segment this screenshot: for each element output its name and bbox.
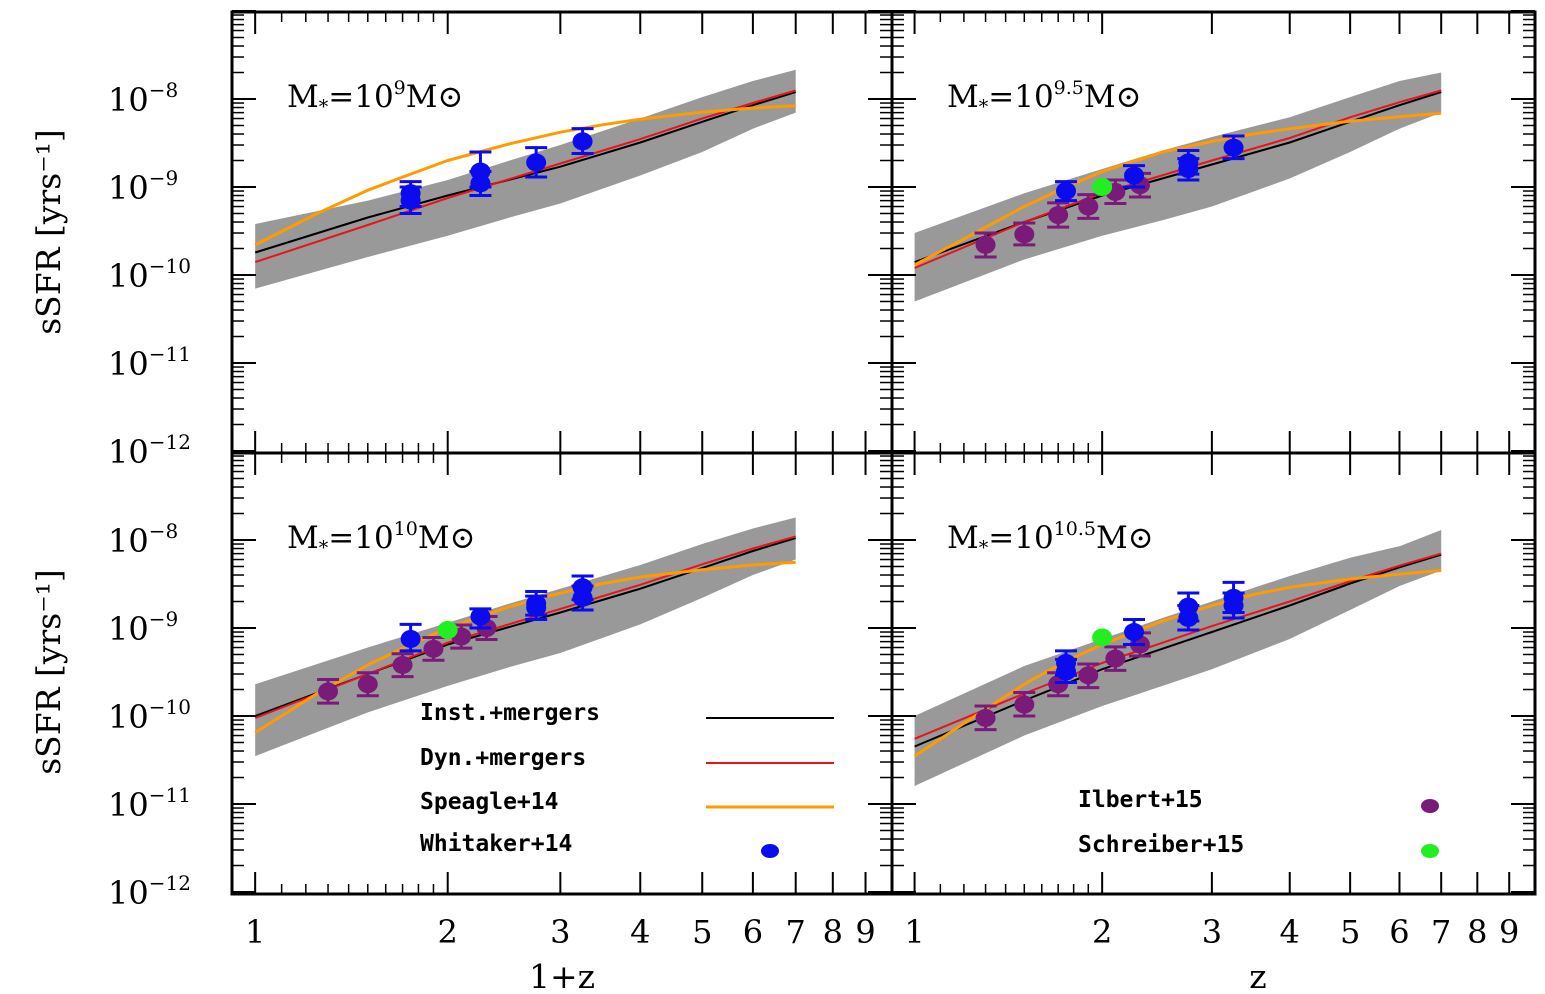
ilbert-point (392, 655, 413, 674)
x-tick-label: 5 (692, 913, 712, 951)
ilbert-point (1014, 695, 1035, 714)
x-tick-label: 9 (855, 913, 875, 951)
whitaker-point (1178, 608, 1199, 627)
ilbert-point (975, 708, 996, 727)
y-tick-label: 10−11 (108, 783, 191, 824)
legend-label: Inst.+mergers (420, 700, 600, 726)
legend-marker (1421, 844, 1439, 858)
speagle-line (254, 104, 796, 247)
y-tick-label: 10−11 (108, 342, 191, 383)
dyn-line (914, 89, 1442, 269)
y-tick-label: 10−9 (108, 607, 178, 648)
y-axis-title: sSFR [yrs⁻¹] (29, 129, 68, 335)
whitaker-point (1223, 596, 1244, 615)
whitaker-point (1124, 623, 1145, 642)
x-tick-label: 8 (823, 913, 843, 951)
x-tick-label: 3 (550, 913, 570, 951)
y-axis-title: sSFR [yrs⁻¹] (29, 569, 68, 775)
whitaker-point (400, 629, 421, 648)
x-tick-label: 3 (1202, 913, 1222, 951)
legend: Inst.+mergers Dyn.+mergers Speagle+14 Whita… (420, 700, 1439, 858)
x-tick-label: 7 (786, 913, 806, 951)
panel-mass-label: M*=109M⊙ (287, 77, 463, 118)
legend-label: Dyn.+mergers (420, 745, 586, 771)
ilbert-point (1105, 649, 1126, 668)
x-tick-label: 7 (1431, 913, 1451, 951)
whitaker-point (400, 191, 421, 210)
x-tick-label: 9 (1499, 913, 1519, 951)
panel-mass-label: M*=1010M⊙ (287, 518, 476, 559)
y-tick-label: 10−9 (108, 166, 178, 207)
panel-3: M*=1010M⊙ 10−8 10−9 10−10 10−11 10−12 1 2 3 4 5 6 7 8… (108, 451, 894, 951)
legend-label: Schreiber+15 (1078, 832, 1244, 858)
x-tick-label: 2 (438, 913, 458, 951)
ilbert-point (1048, 206, 1069, 225)
whitaker-point (470, 607, 491, 626)
panel-4: M*=1010.5M⊙ 1 2 3 4 5 6 7 8 9 (890, 451, 1537, 951)
x-axis-title: z (1249, 957, 1266, 994)
inst-line (914, 553, 1442, 748)
whitaker-point (572, 132, 593, 151)
legend-label: Whitaker+14 (420, 831, 572, 857)
whitaker-point (572, 588, 593, 607)
x-axis-title: 1+z (529, 957, 595, 994)
scatter-band (914, 72, 1442, 302)
ilbert-point (1014, 225, 1035, 244)
whitaker-point (1056, 662, 1077, 681)
ilbert-point (318, 682, 339, 701)
dyn-line (254, 89, 796, 264)
ilbert-point (975, 235, 996, 254)
schreiber-point (1092, 178, 1113, 196)
ilbert-point (357, 675, 378, 694)
whitaker-point (526, 153, 547, 172)
x-tick-label: 2 (1092, 913, 1112, 951)
y-tick-label: 10−10 (108, 254, 191, 295)
y-tick-label: 10−12 (108, 871, 191, 912)
dyn-line (254, 535, 796, 719)
ilbert-point (423, 639, 444, 658)
ilbert-point (1078, 666, 1099, 685)
whitaker-point (1124, 166, 1145, 185)
whitaker-point (1056, 182, 1077, 201)
whitaker-point (470, 174, 491, 193)
x-tick-label: 4 (630, 913, 650, 951)
x-tick-label: 5 (1340, 913, 1360, 951)
y-tick-label: 10−8 (108, 519, 178, 560)
schreiber-point (437, 620, 458, 639)
ilbert-point (1078, 197, 1099, 216)
scatter-band (914, 530, 1442, 786)
panel-1: M*=109M⊙ 10−8 10−9 10−10 10−11 10−12 (108, 10, 894, 471)
x-tick-label: 6 (743, 913, 763, 951)
whitaker-point (1223, 138, 1244, 157)
x-tick-label: 6 (1389, 913, 1409, 951)
y-tick-label: 10−12 (108, 430, 191, 471)
legend-label: Ilbert+15 (1078, 787, 1203, 813)
panel-2: M*=109.5M⊙ (890, 10, 1537, 455)
whitaker-point (1178, 160, 1199, 179)
legend-marker (761, 844, 779, 858)
whitaker-point (526, 598, 547, 617)
y-tick-label: 10−8 (108, 78, 178, 119)
panel-mass-label: M*=109.5M⊙ (947, 77, 1142, 118)
speagle-line (913, 111, 1442, 267)
legend-marker (1421, 799, 1439, 813)
scatter-band (255, 69, 796, 289)
x-tick-label: 1 (245, 913, 265, 951)
x-tick-label: 1 (904, 913, 924, 951)
y-tick-label: 10−10 (108, 695, 191, 736)
dyn-line (914, 552, 1442, 740)
legend-label: Speagle+14 (420, 789, 558, 815)
panel-mass-label: M*=1010.5M⊙ (947, 518, 1154, 559)
x-tick-label: 8 (1467, 913, 1487, 951)
x-tick-label: 4 (1280, 913, 1300, 951)
schreiber-point (1092, 628, 1113, 647)
